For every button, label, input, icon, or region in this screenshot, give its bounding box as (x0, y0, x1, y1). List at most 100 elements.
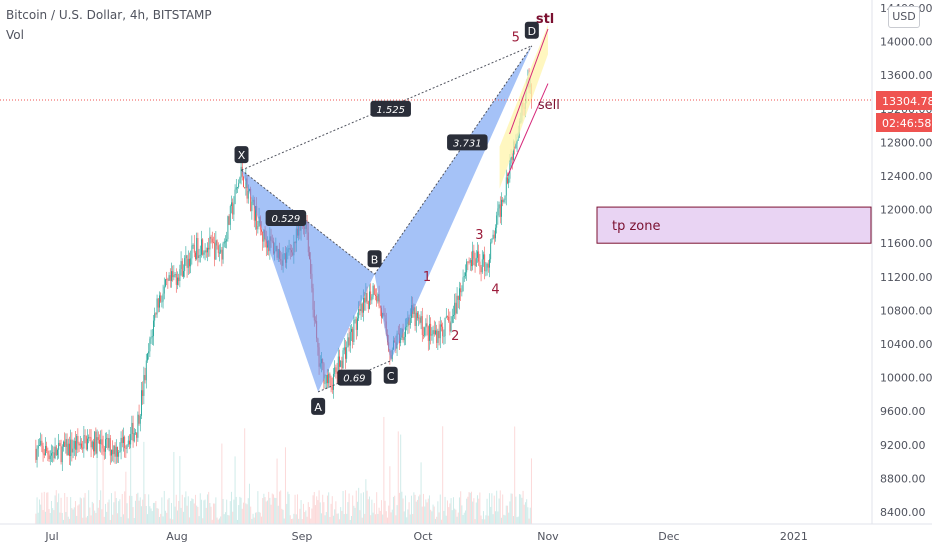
price-axis[interactable]: 8400.00 8800.00 9200.00 9600.00 10000.00 1040… (880, 2, 932, 519)
candle-body (227, 216, 229, 240)
point-badge-x (234, 146, 249, 164)
volume-bar (92, 503, 94, 524)
volume-bar (236, 519, 238, 524)
candle-body (97, 437, 99, 441)
candle-body (91, 441, 93, 448)
volume-bar (517, 516, 519, 524)
volume-bar (330, 503, 332, 524)
volume-bar (487, 515, 489, 524)
volume-bar (449, 503, 451, 524)
volume-bar (259, 512, 261, 524)
candle-body (443, 336, 445, 337)
candle-body (118, 452, 120, 457)
volume-bar (301, 519, 303, 524)
candle-body (405, 326, 406, 337)
candle-body (165, 279, 166, 287)
candle-body (162, 293, 164, 302)
volume-bar (340, 507, 342, 524)
volume-bar (455, 509, 457, 524)
volume-bar (426, 502, 428, 524)
volume-bar (157, 508, 159, 524)
ratio-badge (265, 210, 307, 227)
volume-bar (227, 515, 229, 524)
volume-bar (374, 514, 376, 524)
candle-body (438, 330, 440, 339)
candle-body (329, 373, 331, 378)
sell-label: sell (538, 98, 560, 113)
volume-bar (248, 483, 250, 524)
volume-bar (293, 513, 295, 524)
time-tick-label: Dec (658, 530, 679, 543)
candle-body (125, 448, 127, 449)
candle-body (468, 261, 470, 263)
pattern-triangle-bcd (374, 45, 532, 361)
candle-body (55, 446, 57, 456)
volume-bar (268, 491, 270, 524)
volume-bar (353, 505, 355, 524)
volume-bar (484, 519, 486, 524)
volume-bar (162, 516, 164, 524)
candle-body (143, 375, 145, 396)
volume-bar (431, 511, 433, 524)
volume-bar (277, 505, 279, 524)
volume-bar (494, 511, 496, 524)
volume-bar (445, 515, 447, 524)
ratio-badge (370, 100, 411, 117)
volume-bar (90, 515, 92, 524)
volume-bar (512, 516, 514, 524)
volume-bar (188, 517, 190, 524)
volume-bar (296, 494, 298, 524)
volume-bar (253, 517, 255, 524)
volume-bar (132, 507, 134, 524)
volume-bar (292, 518, 294, 524)
candle-body (126, 444, 128, 449)
ratio-label: 0.529 (272, 214, 301, 225)
currency-button[interactable]: USD (888, 6, 920, 28)
candle-body (369, 291, 370, 309)
volume-bar (497, 511, 499, 524)
volume-bar (125, 471, 127, 524)
volume-bar (515, 496, 517, 524)
candle-body (265, 239, 267, 248)
candle-body (469, 259, 471, 263)
volume-bar (498, 498, 500, 524)
candle-body (198, 255, 200, 258)
candle-body (436, 330, 438, 343)
candle-body (349, 331, 351, 346)
point-badge-b (367, 250, 382, 268)
candle-body (247, 190, 249, 199)
volume-bar (337, 513, 339, 524)
price-tick-label: 12800.00 (880, 136, 932, 149)
candle-body (233, 204, 235, 215)
candle-body (103, 448, 105, 452)
candle-body (448, 316, 450, 322)
candle-body (228, 216, 230, 225)
volume-bar (391, 509, 393, 524)
candle-body (324, 383, 326, 385)
candle-body (83, 435, 85, 449)
volume-bar (356, 501, 358, 524)
candle-body (381, 307, 382, 318)
volume-bar (167, 499, 169, 524)
point-badge-c (383, 366, 398, 384)
candle-body (88, 436, 90, 439)
volume-bar (392, 496, 394, 524)
price-tick-label: 11600.00 (880, 237, 932, 250)
candle-body (136, 432, 138, 438)
volume-bar (282, 509, 284, 524)
volume-bar (142, 499, 144, 524)
candle-body (51, 453, 52, 456)
volume-bar (263, 493, 265, 524)
time-axis[interactable]: Jul Aug Sep Oct Nov Dec 2021 (44, 530, 808, 543)
volume-bar (310, 518, 312, 524)
tp-zone-box[interactable] (596, 206, 872, 244)
candle-body (429, 323, 430, 341)
volume-bar (421, 506, 423, 524)
candle-body (48, 454, 50, 460)
candle-body (456, 295, 458, 314)
candle-body (64, 441, 66, 447)
volume-bar (463, 512, 465, 524)
candle-body (204, 250, 206, 253)
volume-bar (474, 519, 476, 524)
